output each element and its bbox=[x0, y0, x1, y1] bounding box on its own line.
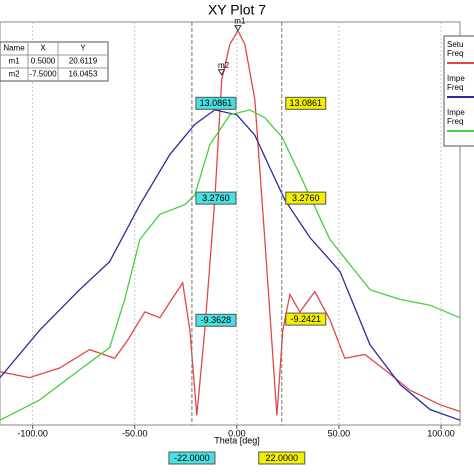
value-label-box bbox=[195, 313, 237, 327]
x-tick-label: 100.00 bbox=[427, 428, 455, 438]
marker bbox=[233, 25, 242, 32]
marker-name: m1 bbox=[234, 17, 246, 26]
legend-label: Impe bbox=[447, 74, 465, 83]
value-label: 13.0861 bbox=[289, 98, 322, 108]
table-header: Name bbox=[3, 44, 25, 53]
table-cell: m1 bbox=[8, 57, 20, 66]
chart-title: XY Plot 7 bbox=[208, 2, 266, 18]
marker-x-label: 22.0000 bbox=[265, 453, 298, 463]
legend-label: Freq bbox=[447, 49, 463, 58]
series-line bbox=[0, 29, 461, 416]
value-label-box bbox=[195, 96, 237, 110]
table-header: X bbox=[40, 44, 46, 53]
legend-label: Freq bbox=[447, 117, 463, 126]
legend-label: Setu bbox=[447, 40, 463, 49]
plot-area bbox=[0, 21, 461, 426]
value-label-box bbox=[285, 191, 327, 205]
value-label-box bbox=[285, 312, 327, 326]
marker-x-label: -22.0000 bbox=[174, 453, 210, 463]
marker bbox=[217, 69, 226, 76]
value-label: -9.2421 bbox=[290, 314, 321, 324]
legend-label: Freq bbox=[447, 83, 463, 92]
x-tick-label: 0.00 bbox=[228, 428, 246, 438]
table-cell: 0.5000 bbox=[31, 57, 56, 66]
value-label-box bbox=[195, 191, 237, 205]
x-axis-label: Theta [deg] bbox=[214, 435, 260, 445]
x-tick-label: -100.00 bbox=[17, 428, 48, 438]
marker-x-box bbox=[168, 451, 216, 465]
value-label: 3.2760 bbox=[202, 193, 230, 203]
marker-name: m2 bbox=[218, 61, 230, 70]
legend-label: Impe bbox=[447, 108, 465, 117]
x-tick-label: -50.00 bbox=[122, 428, 148, 438]
table-header: Y bbox=[80, 44, 86, 53]
value-label: -9.3628 bbox=[201, 315, 232, 325]
table-cell: 20.6119 bbox=[69, 57, 98, 66]
series-line bbox=[0, 109, 461, 421]
value-label: 3.2760 bbox=[292, 193, 320, 203]
table-cell: -7.5000 bbox=[29, 70, 57, 79]
legend bbox=[443, 35, 474, 147]
marker-x-box bbox=[258, 451, 306, 465]
marker-table bbox=[0, 41, 109, 82]
table-cell: 16.0453 bbox=[69, 70, 98, 79]
series-line bbox=[0, 109, 461, 421]
table-cell: m2 bbox=[8, 70, 20, 79]
value-label-box bbox=[285, 96, 327, 110]
value-label: 13.0861 bbox=[200, 98, 233, 108]
x-tick-label: 50.00 bbox=[328, 428, 351, 438]
